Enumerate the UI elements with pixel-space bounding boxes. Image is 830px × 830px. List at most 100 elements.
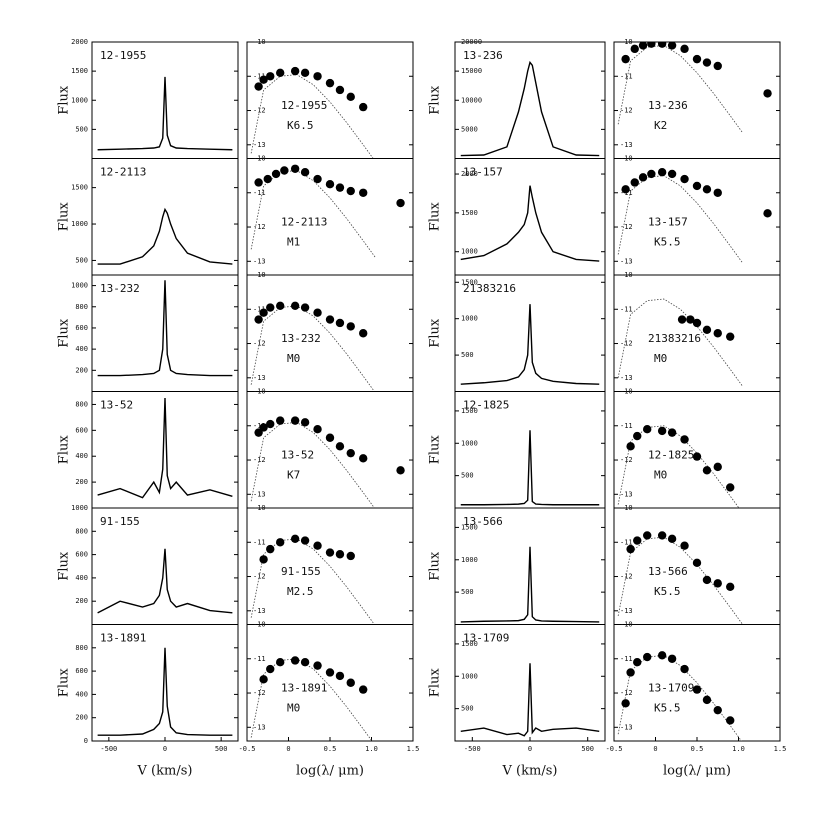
spectrum-line	[97, 548, 233, 614]
y-tick-label: 400	[75, 345, 88, 353]
y-tick-label: -11	[253, 422, 266, 430]
sed-point	[630, 44, 639, 54]
sed-point	[702, 185, 712, 194]
sed-point	[692, 181, 702, 191]
sed-point	[313, 72, 322, 81]
sed-point	[713, 188, 722, 197]
sed-point	[643, 531, 652, 540]
object-label: 13-1709	[463, 632, 509, 645]
y-tick-label: -13	[253, 490, 266, 498]
y-tick-label: 200	[75, 478, 88, 486]
sed-point	[263, 174, 272, 184]
panel: -10 -11 -12 -13 -0.5 0 0.5 1.0 1.5 log(λ/ μm) 13-1…	[606, 621, 787, 779]
sed-point	[259, 675, 268, 684]
sed-point	[657, 168, 667, 177]
y-tick-label: 800	[75, 527, 88, 535]
y-tick-label: -10	[253, 388, 266, 396]
panel: 200 400 600 800 1000 Flux 13-232	[57, 274, 239, 392]
y-tick-label: 200	[75, 597, 88, 605]
sed-point	[359, 188, 368, 197]
y-tick-label: -11	[620, 538, 633, 546]
sed-point	[680, 174, 689, 184]
sed-point	[702, 466, 712, 475]
sed-point	[266, 544, 275, 554]
object-label: 12-1825	[463, 399, 509, 412]
sed-point	[680, 44, 689, 54]
sed-point	[259, 555, 268, 564]
sed-point	[335, 183, 345, 192]
y-tick-label: -10	[620, 388, 633, 396]
y-tick-label: 500	[75, 125, 88, 133]
object-label: 12-2113	[100, 166, 146, 179]
y-tick-label: -13	[253, 141, 266, 149]
sed-point	[346, 678, 355, 687]
sed-point	[335, 442, 345, 451]
y-tick-label: 500	[461, 472, 474, 480]
y-tick-label: -11	[253, 655, 266, 663]
sed-point	[680, 541, 689, 550]
y-tick-label: 400	[75, 574, 88, 582]
y-tick-label: -12	[253, 573, 266, 581]
x-tick-label: 0	[163, 745, 167, 753]
y-tick-label: -11	[253, 189, 266, 197]
sed-point	[638, 173, 648, 182]
panel: 500 1000 1500 Flux 12-2113	[57, 158, 239, 276]
y-tick-label: 500	[461, 351, 474, 359]
y-tick-label: 1000	[71, 96, 88, 104]
y-tick-label: -12	[620, 456, 633, 464]
panel: -10 -11 -12 -13 13-236 K2	[613, 38, 781, 159]
y-tick-label: -13	[620, 607, 633, 615]
y-tick-label: 1000	[461, 556, 478, 564]
y-tick-label: -12	[253, 223, 266, 231]
sed-point	[254, 315, 263, 324]
object-label: 12-1955	[281, 99, 327, 112]
y-tick-label: -13	[620, 490, 633, 498]
object-label: 12-1955	[100, 49, 146, 62]
y-axis-label: Flux	[428, 668, 443, 698]
sed-point	[290, 534, 300, 544]
panel: -10 -11 -12 -13 91-155 M2.5	[246, 504, 414, 625]
y-tick-label: 20000	[461, 38, 482, 46]
panel-frame	[246, 624, 414, 742]
sed-point	[325, 315, 335, 324]
panel: -10 -11 -12 -13 21383216 M0	[613, 271, 781, 392]
x-axis-label: V (km/s)	[502, 764, 558, 779]
sed-point	[313, 308, 322, 317]
y-tick-label: 1000	[71, 220, 88, 228]
y-tick-label: -10	[620, 38, 633, 46]
spectrum-line	[97, 76, 233, 151]
sed-point	[313, 661, 322, 670]
y-tick-label: 5000	[461, 125, 478, 133]
panel: 200 400 600 800 Flux 13-52	[57, 391, 239, 509]
y-tick-label: 2000	[461, 170, 478, 178]
y-tick-label: 500	[461, 588, 474, 596]
x-tick-label: -500	[464, 745, 481, 753]
sed-point	[276, 68, 285, 78]
spectral-type: K2	[654, 119, 667, 132]
sed-point	[643, 652, 652, 662]
y-tick-label: -12	[620, 107, 633, 115]
panel: 200 400 600 800 1000 Flux 91-155	[57, 504, 239, 625]
y-tick-label: -13	[620, 723, 633, 731]
sed-point	[313, 541, 322, 550]
panel-frame	[246, 274, 414, 392]
model-curve	[617, 536, 743, 625]
sed-point	[359, 102, 368, 112]
sed-point	[335, 85, 345, 95]
y-tick-label: -10	[253, 621, 266, 629]
object-label: 13-157	[648, 216, 688, 229]
y-axis-label: Flux	[428, 318, 443, 348]
y-tick-label: 1500	[461, 278, 478, 286]
y-tick-label: -12	[620, 689, 633, 697]
sed-point	[702, 695, 712, 705]
object-label: 13-566	[463, 515, 503, 528]
object-label: 91-155	[100, 515, 140, 528]
y-tick-label: -13	[253, 257, 266, 265]
object-label: 13-232	[281, 332, 321, 345]
x-axis-label: log(λ/ μm)	[663, 764, 731, 779]
spectrum-line	[460, 304, 600, 385]
sed-point	[633, 536, 642, 545]
x-tick-label: 0.5	[324, 745, 337, 753]
panel-frame	[246, 158, 414, 276]
sed-point	[763, 209, 772, 218]
